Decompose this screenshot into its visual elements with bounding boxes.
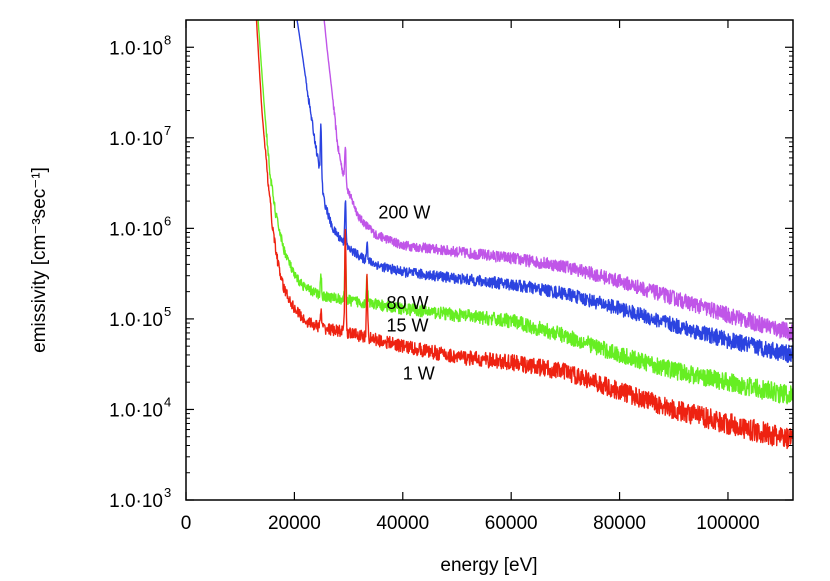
series-label: 15 W — [387, 315, 429, 335]
x-tick-label: 40000 — [376, 513, 429, 534]
y-tick-labels: 1.0·10 31.0·10 41.0·10 51.0·10 61.0·10 71.0·1… — [109, 32, 171, 512]
x-tick-label: 60000 — [485, 513, 538, 534]
x-tick-label: 100000 — [696, 513, 759, 534]
y-tick-exponent: 3 — [164, 485, 171, 500]
series-line-200w — [323, 20, 793, 342]
y-tick-exponent: 5 — [164, 304, 171, 319]
series-label: 1 W — [403, 363, 435, 383]
plot-frame — [185, 19, 794, 501]
series-labels: 200 W 80 W15 W 1 W — [378, 202, 434, 383]
y-tick-label: 1.0·10 — [109, 38, 163, 59]
x-axis-title: energy [eV] — [440, 555, 537, 576]
y-tick-exponent: 6 — [164, 213, 171, 228]
series-line-15w — [257, 20, 793, 405]
series-label: 200 W — [378, 202, 430, 222]
x-tick-label: 80000 — [593, 513, 646, 534]
y-tick-label: 1.0·10 — [109, 129, 163, 150]
y-tick-exponent: 4 — [164, 394, 171, 409]
y-tick-label: 1.0·10 — [109, 491, 163, 512]
series-line-1w — [255, 20, 793, 450]
ticks-layer — [185, 20, 793, 501]
x-tick-label: 20000 — [268, 513, 321, 534]
y-tick-label: 1.0·10 — [109, 400, 163, 421]
series-label: 80 W — [387, 293, 429, 313]
series-line-80w — [296, 20, 793, 363]
series-layer — [255, 20, 793, 450]
y-tick-exponent: 8 — [164, 32, 171, 47]
x-tick-label: 0 — [181, 513, 192, 534]
y-tick-label: 1.0·10 — [109, 219, 163, 240]
x-tick-labels: 0 20000 40000 60000 80000 100000 — [181, 513, 760, 534]
y-axis-title: emissivity [cm⁻³sec⁻¹] — [29, 167, 50, 353]
y-tick-exponent: 7 — [164, 123, 171, 138]
y-tick-label: 1.0·10 — [109, 310, 163, 331]
